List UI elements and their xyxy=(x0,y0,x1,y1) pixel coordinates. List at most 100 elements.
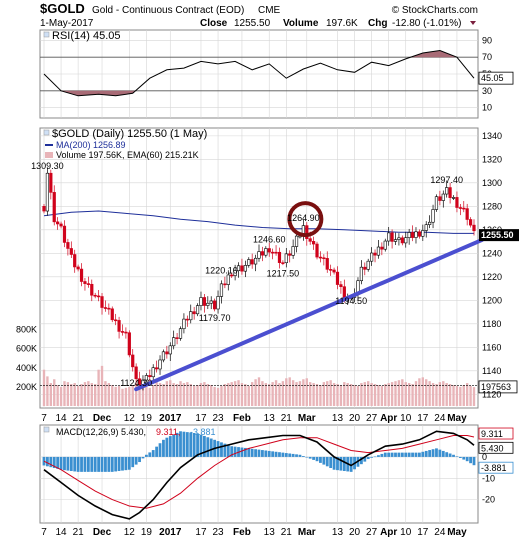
macd-hist-bar xyxy=(445,452,449,457)
x-tick-mid-13: 13 xyxy=(332,413,344,424)
volume-bar xyxy=(442,381,445,406)
candle-body xyxy=(223,283,227,286)
candle-body xyxy=(376,246,381,256)
candle-body xyxy=(49,172,53,193)
candle-body xyxy=(185,318,189,321)
macd-layer: -20 -10 0 9.311 5.430 -3.881 xyxy=(42,427,514,520)
candle-body xyxy=(199,297,203,306)
last-price-value: 1255.50 xyxy=(481,230,514,240)
volume-bar xyxy=(343,382,346,406)
candle-body xyxy=(182,318,186,330)
macd-hist-bar xyxy=(97,456,101,472)
candle-body xyxy=(274,251,278,254)
candle-body xyxy=(73,254,77,268)
price-tick-1300: 1300 xyxy=(482,178,502,188)
candle-body xyxy=(45,172,50,212)
x-tick-mid-8: 23 xyxy=(212,413,224,424)
candle-body xyxy=(86,283,90,285)
volume-bar xyxy=(73,383,76,406)
volume-bar xyxy=(158,383,162,406)
macd-hist-bar xyxy=(90,456,94,472)
candle-body xyxy=(59,223,63,227)
price-annotation-8: 1297.40 xyxy=(430,175,463,185)
candle-body xyxy=(291,246,295,256)
macd-hist-bar xyxy=(394,452,397,457)
candle-body xyxy=(131,354,135,368)
macd-hist-bar xyxy=(63,456,66,471)
candle-body xyxy=(359,266,363,282)
volume-bar xyxy=(97,369,100,406)
volume-bar xyxy=(213,386,216,406)
volume-bar xyxy=(295,382,298,406)
candle-body xyxy=(431,209,435,223)
x-tick-bottom-8: 23 xyxy=(212,527,224,538)
volume-bar xyxy=(107,383,111,406)
x-tick-mid-15: 27 xyxy=(366,413,378,424)
volume-bar xyxy=(100,365,104,406)
macd-hist-bar xyxy=(165,437,169,457)
volume-bar xyxy=(216,387,220,406)
macd-hist-bar xyxy=(192,432,196,457)
macd-hist-bar xyxy=(400,452,404,457)
volume-bar xyxy=(175,384,179,406)
macd-hist-bar xyxy=(448,453,452,457)
volume-bar xyxy=(233,381,237,406)
volume-legend: Volume 197.56K, EMA(60) 215.21K xyxy=(56,150,199,160)
candle-body xyxy=(315,243,319,258)
candle-body xyxy=(213,300,217,310)
candle-body xyxy=(42,206,46,212)
x-tick-bottom-4: 12 xyxy=(124,527,136,538)
macd-hist-bar xyxy=(336,456,339,471)
macd-hist-bar xyxy=(363,456,367,462)
volume-bar xyxy=(274,380,278,406)
candle-body xyxy=(107,307,111,310)
volume-bar xyxy=(111,384,114,406)
volume-bar xyxy=(104,381,107,406)
price-tick-1220: 1220 xyxy=(482,272,502,282)
candle-body xyxy=(468,219,473,226)
x-axis-layer: 7714142121DecDec121219192017201717172323… xyxy=(41,413,467,538)
macd-hist-bar xyxy=(66,456,70,471)
volume-bar xyxy=(56,384,59,406)
candle-body xyxy=(445,187,449,195)
macd-hist-bar xyxy=(220,442,223,457)
rsi-last-value: 45.05 xyxy=(481,73,504,83)
macd-hist-bar xyxy=(264,450,268,457)
candle-body xyxy=(127,332,131,356)
rsi-tick-70: 70 xyxy=(482,52,492,62)
candle-body xyxy=(216,296,220,310)
candle-body xyxy=(257,251,261,259)
candle-body xyxy=(281,262,285,264)
macd-hist-bar xyxy=(295,454,298,457)
volume-value: 197.6K xyxy=(326,18,358,29)
x-tick-mid-19: 24 xyxy=(434,413,446,424)
macd-hist-bar xyxy=(168,436,172,457)
price-tick-1120: 1120 xyxy=(482,389,501,399)
macd-hist-bar xyxy=(322,456,326,465)
candle-body xyxy=(329,269,333,271)
price-panel xyxy=(39,127,479,409)
candle-body xyxy=(458,207,462,209)
x-tick-bottom-14: 20 xyxy=(349,527,361,538)
volume-bar xyxy=(346,383,349,406)
macd-hist-bar xyxy=(56,456,60,469)
contract-description: Gold - Continuous Contract (EOD) xyxy=(92,5,244,16)
x-tick-bottom-18: 17 xyxy=(417,527,429,538)
macd-hist-bar xyxy=(455,456,459,457)
macd-hist-bar xyxy=(301,456,305,457)
macd-hist-bar xyxy=(179,431,182,457)
volume-bar xyxy=(356,385,360,406)
macd-hist-bar xyxy=(438,449,442,457)
macd-hist-bar xyxy=(267,450,271,457)
rsi-legend: RSI(14) 45.05 xyxy=(52,30,120,42)
candle-body xyxy=(233,270,237,276)
volume-bar xyxy=(397,380,401,406)
macd-hist-bar xyxy=(428,450,432,457)
volume-bar xyxy=(278,383,281,406)
candle-body xyxy=(66,242,70,249)
macd-last-box-2 xyxy=(478,461,514,474)
volume-bar xyxy=(46,376,49,406)
macd-hist-bar xyxy=(377,455,380,457)
volume-bar xyxy=(83,382,87,406)
candle-body xyxy=(83,281,87,284)
